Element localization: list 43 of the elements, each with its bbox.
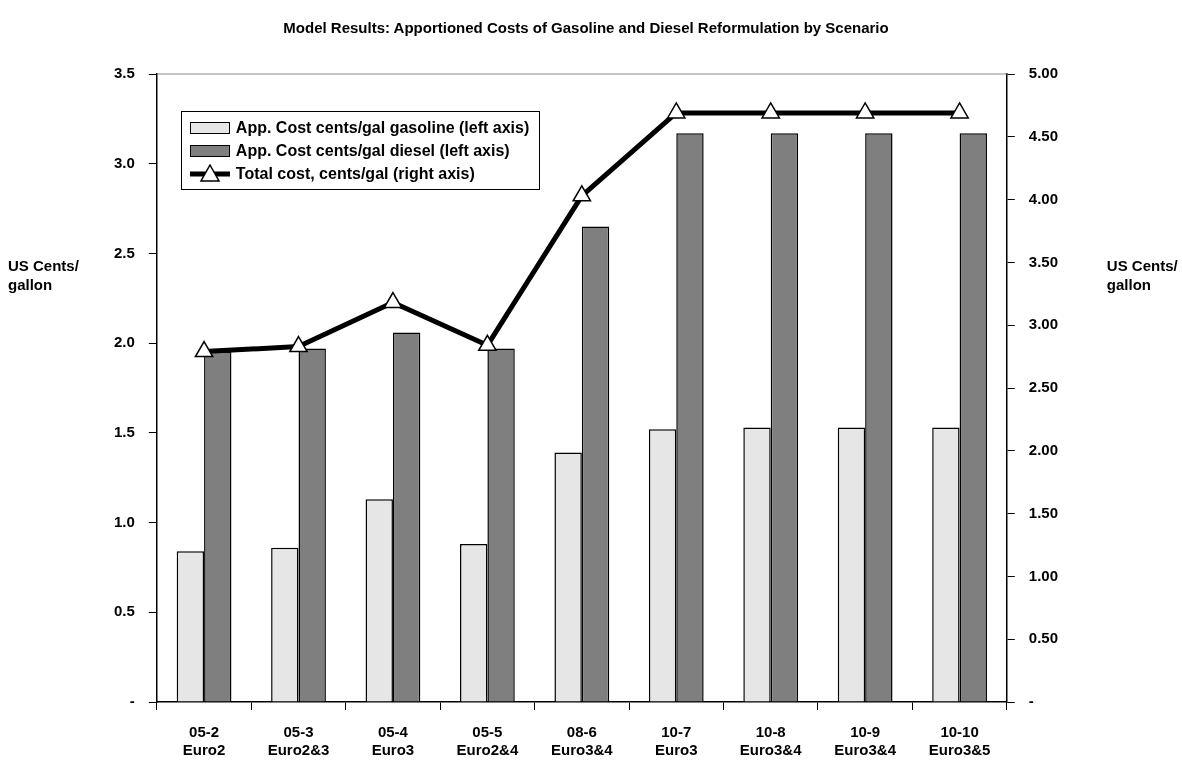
y2-tick-label: 2.00 <box>1028 440 1059 458</box>
point <box>855 102 875 119</box>
y-tick-label: 2.0 <box>113 333 135 351</box>
y-tick-label: 3.5 <box>113 64 135 82</box>
y-tick-label: 1.5 <box>113 423 135 440</box>
x-tick-label: 10-9 Euro3&4 <box>834 723 897 759</box>
y2-tick-label: 1.00 <box>1028 566 1059 584</box>
legend-label: App. Cost cents/gal diesel (left axis) <box>235 141 510 160</box>
x-tick-label: 05-4 Euro3 <box>371 723 415 759</box>
y-tick-label: 2.5 <box>113 243 135 261</box>
y-tick-label: 1.0 <box>113 512 135 530</box>
y2-tick-label: 4.00 <box>1028 189 1059 207</box>
y2-tick-label: 3.00 <box>1028 315 1059 333</box>
y2-tick-label: 2.50 <box>1028 378 1059 396</box>
y2-tick-label: 4.50 <box>1028 126 1059 144</box>
point <box>761 102 781 119</box>
y2-tick-label: 1.50 <box>1028 503 1059 521</box>
point <box>194 340 214 358</box>
point <box>666 102 686 119</box>
y-tick-label: 0.5 <box>113 602 135 620</box>
point <box>289 335 308 353</box>
y2-tick-label: 5.00 <box>1028 64 1059 82</box>
legend-label: Total cost, cents/gal (right axis) <box>235 164 475 183</box>
y2-tick-label: 3.50 <box>1028 252 1059 270</box>
x-tick-label: 05-5 Euro2&4 <box>456 723 519 759</box>
y2-tick-label: - <box>1028 692 1034 710</box>
y-tick-label: 3.0 <box>113 153 135 171</box>
y2-tick-label: 0.50 <box>1028 629 1059 647</box>
point <box>572 185 592 202</box>
x-tick-label: 10-7 Euro3 <box>655 723 698 759</box>
x-tick-label: 05-2 Euro2 <box>182 723 226 759</box>
x-tick-label: 08-6 Euro3&4 <box>550 723 614 759</box>
point <box>477 334 497 352</box>
x-tick-label: 10-8 Euro3&4 <box>739 723 803 759</box>
point <box>950 102 969 119</box>
point <box>383 291 403 309</box>
legend-label: App. Cost cents/gal gasoline (left axis) <box>235 118 530 137</box>
x-tick-label: 05-3 Euro2&3 <box>267 723 330 759</box>
chart-title: Model Results: Apportioned Costs of Gasoline and Diesel Reformulation by Scenario <box>283 19 889 37</box>
y2-axis-title: US Cents/ gallon <box>1106 256 1179 295</box>
y-tick-label: - <box>129 692 135 710</box>
y-axis-title: US Cents/ gallon <box>8 256 80 295</box>
x-tick-label: 10-10 Euro3&5 <box>928 723 991 759</box>
